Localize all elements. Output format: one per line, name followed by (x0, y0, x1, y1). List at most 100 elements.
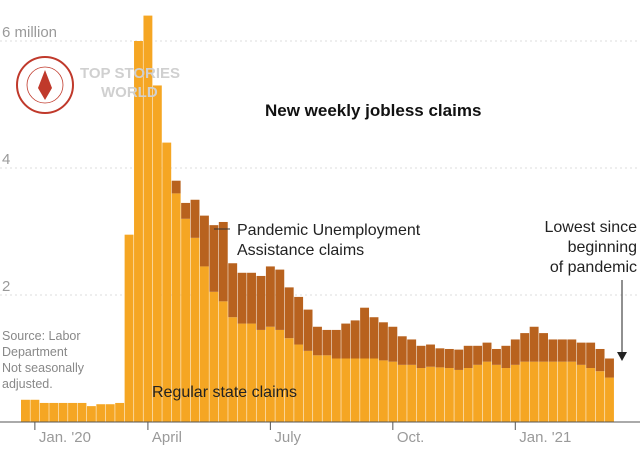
regular-claims-bar-45 (444, 368, 454, 422)
pua-claims-bar-23 (237, 272, 247, 324)
regular-claims-bar-1 (30, 399, 40, 422)
regular-claims-bar-20 (209, 291, 219, 422)
regular-claims-bar-47 (463, 368, 473, 422)
regular-claims-bar-21 (218, 301, 228, 422)
pua-claims-bar-22 (228, 263, 238, 318)
pua-claims-bar-39 (388, 326, 398, 362)
pua-claims-bar-54 (529, 326, 539, 362)
lowest-annotation-line-1: Lowest since (545, 219, 638, 236)
pua-claims-bar-21 (218, 221, 228, 302)
pua-claims-bar-17 (181, 202, 191, 219)
watermark-seal (16, 56, 74, 114)
regular-claims-bar-35 (350, 358, 360, 422)
regular-claims-bar-28 (284, 338, 294, 422)
regular-claims-bar-44 (435, 367, 445, 422)
regular-claims-bar-12 (134, 41, 143, 422)
pen-nib-icon (38, 70, 52, 100)
regular-claims-bar-7 (86, 406, 96, 422)
regular-claims-bar-55 (539, 361, 548, 422)
pua-claims-bar-38 (378, 322, 388, 361)
source-line-2: Department (2, 345, 68, 359)
regular-claims-bar-19 (199, 266, 209, 422)
regular-claims-bar-13 (143, 15, 153, 422)
pua-claims-bar-32 (322, 329, 332, 356)
gridlines (0, 40, 640, 296)
regular-claims-bar-29 (294, 344, 304, 422)
regular-claims-bar-53 (520, 361, 530, 422)
regular-claims-bar-36 (360, 358, 370, 422)
watermark-seal-inner (26, 66, 64, 104)
pua-claims-bar-26 (265, 266, 275, 327)
pua-claims-bar-57 (557, 339, 567, 362)
regular-claims-bar-10 (115, 402, 125, 422)
pua-annotation-line-1: Pandemic Unemployment (237, 222, 421, 239)
regular-claims-bar-32 (322, 355, 332, 422)
chart-title: New weekly jobless claims (265, 101, 481, 120)
pua-claims-bar-43 (426, 344, 435, 367)
regular-claims-bar-30 (303, 350, 313, 422)
regular-claims-bar-54 (529, 361, 539, 422)
regular-claims-bar-26 (265, 326, 275, 422)
lowest-annotation-arrow-head (617, 352, 627, 361)
pua-claims-bar-19 (199, 215, 209, 267)
regular-claims-bar-60 (586, 368, 596, 422)
lowest-annotation-line-3: of pandemic (550, 259, 637, 276)
regular-claims-bar-11 (124, 234, 134, 422)
pua-claims-bar-56 (548, 339, 558, 362)
regular-claims-bar-41 (407, 364, 417, 422)
y-tick-label-2: 2 (2, 278, 10, 295)
regular-claims-bar-50 (492, 364, 501, 422)
regular-claims-bar-15 (162, 142, 172, 422)
regular-claims-bar-34 (341, 358, 351, 422)
regular-claims-bar-62 (605, 377, 614, 422)
regular-claims-bar-23 (237, 323, 247, 422)
regular-claims-bar-2 (39, 402, 49, 422)
regular-claims-bar-57 (557, 361, 567, 422)
regular-claims-bar-9 (105, 404, 115, 422)
regular-claims-bar-25 (256, 329, 266, 422)
pua-claims-bar-41 (407, 339, 417, 365)
regular-claims-bar-56 (548, 361, 558, 422)
regular-claims-bar-22 (228, 317, 238, 422)
regular-claims-bar-18 (190, 237, 200, 422)
regular-claims-bar-42 (416, 368, 426, 422)
regular-claims-bar-24 (247, 323, 256, 422)
source-line-3: Not seasonally (2, 361, 85, 375)
y-tick-label-1: 4 (2, 151, 10, 168)
x-tick-label-3: Oct. (397, 429, 425, 446)
pua-claims-bar-30 (303, 309, 313, 351)
pua-claims-bars (171, 180, 614, 378)
regular-claims-bar-17 (181, 218, 191, 422)
regular-claims-bar-37 (369, 358, 379, 422)
pua-claims-bar-16 (171, 180, 181, 194)
regular-claims-bar-48 (473, 364, 483, 422)
pua-claims-bar-58 (567, 339, 577, 362)
pua-claims-bar-47 (463, 345, 473, 369)
regular-claims-bar-14 (152, 85, 162, 422)
x-tick-label-4: Jan. '21 (519, 429, 571, 446)
regular-claims-bar-58 (567, 361, 577, 422)
x-axis-ticks: Jan. '20 April July Oct. Jan. '21 (34, 422, 571, 446)
pua-claims-bar-40 (397, 336, 407, 365)
pua-claims-bar-36 (360, 307, 370, 359)
pua-claims-bar-37 (369, 317, 379, 359)
watermark-line-1: TOP STORIES (80, 65, 180, 82)
regular-claims-bar-8 (96, 404, 106, 422)
pua-claims-bar-49 (482, 342, 492, 362)
regular-claims-bar-31 (313, 355, 322, 422)
regular-claims-bar-38 (378, 360, 388, 422)
pua-claims-bar-45 (444, 348, 454, 369)
regular-claims-bar-46 (454, 369, 464, 422)
pua-claims-bar-25 (256, 275, 266, 330)
regular-claims-bar-61 (595, 371, 605, 422)
x-tick-label-1: April (152, 429, 182, 446)
regular-claims-bar-51 (501, 368, 511, 422)
pua-claims-bar-44 (435, 348, 445, 368)
regular-claims-bar-39 (388, 361, 398, 422)
regular-claims-bar-40 (397, 364, 407, 422)
regular-claims-bar-33 (331, 358, 341, 422)
pua-claims-bar-48 (473, 345, 483, 365)
pua-claims-bar-18 (190, 199, 200, 238)
pua-claims-bar-60 (586, 342, 596, 369)
